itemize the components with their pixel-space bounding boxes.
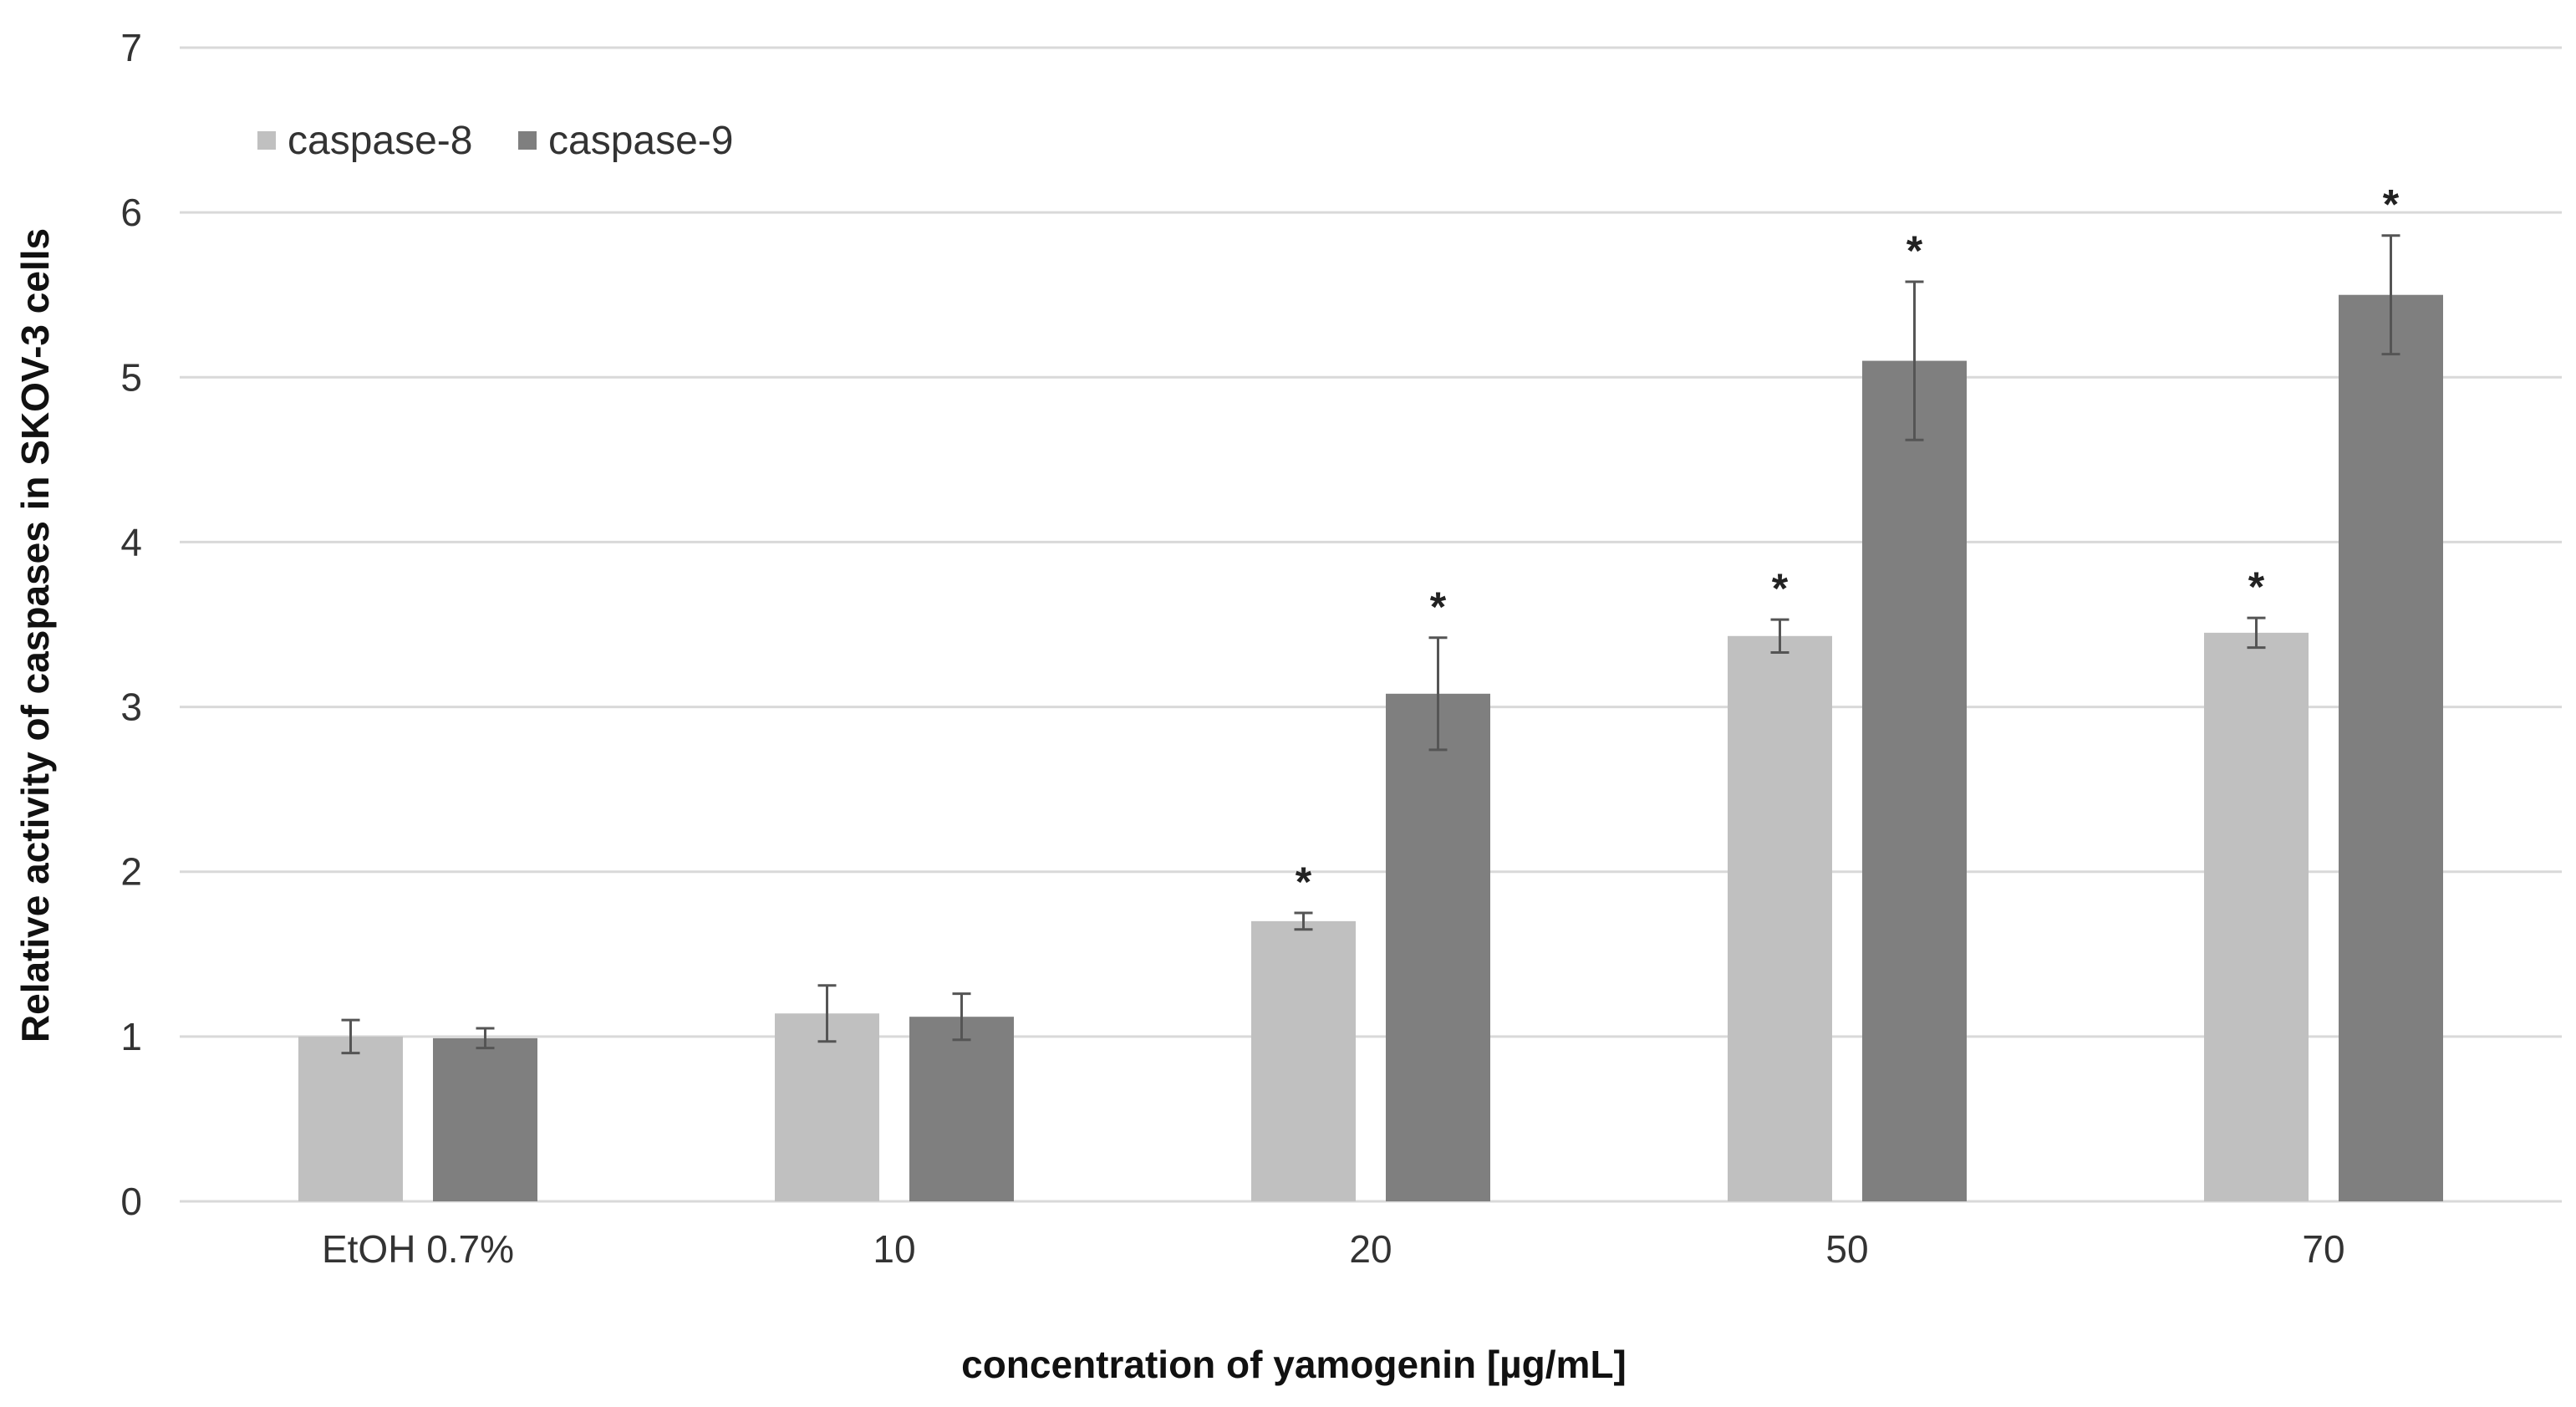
x-category-label: 20 [1349,1227,1392,1271]
legend-label-caspase-9: caspase-9 [548,119,733,163]
significance-asterisk: * [1430,584,1447,630]
bar-caspase-9 [909,1017,1014,1201]
bar-caspase-8 [2204,632,2309,1201]
significance-asterisk: * [1296,859,1312,905]
error-bars [341,234,2400,1055]
legend-swatch-caspase-9 [518,131,537,150]
bar-caspase-9 [1386,693,1490,1201]
x-category-label: EtOH 0.7% [322,1227,514,1271]
x-category-label: 10 [873,1227,915,1271]
legend-label-caspase-8: caspase-8 [288,119,472,163]
significance-asterisk: * [2383,181,2400,228]
bar-caspase-9 [1862,360,1967,1202]
legend: caspase-8 caspase-9 [257,119,733,163]
gridlines [180,46,2562,1203]
bar-caspase-8 [1251,920,1356,1201]
y-tick-label: 7 [120,26,142,69]
y-axis-title: Relative activity of caspases in SKOV-3 … [13,228,57,1043]
y-tick-label: 5 [120,355,142,399]
significance-asterisk: * [1907,227,1923,274]
y-tick-label: 1 [120,1015,142,1058]
x-category-label: 70 [2302,1227,2344,1271]
legend-swatch-caspase-8 [257,131,276,150]
bar-caspase-8 [1728,635,1832,1201]
bar-caspase-9 [2339,294,2443,1201]
x-category-label: 50 [1825,1227,1868,1271]
significance-asterisk: * [1772,565,1789,612]
y-tick-label: 0 [120,1180,142,1223]
x-axis-title: concentration of yamogenin [µg/mL] [961,1343,1627,1386]
y-tick-label: 3 [120,686,142,729]
significance-asterisk: * [2248,563,2265,610]
bar-caspase-8 [775,1013,879,1201]
bar-caspase-8 [298,1036,403,1201]
y-axis-ticks: 0 1 2 3 4 5 6 7 [120,26,142,1223]
y-tick-label: 2 [120,850,142,894]
bars [298,294,2443,1202]
significance-markers: * * * * * * [1296,181,2400,905]
bar-caspase-9 [433,1037,537,1201]
y-tick-label: 4 [120,520,142,563]
x-axis-categories: EtOH 0.7% 10 20 50 70 [322,1227,2345,1271]
y-tick-label: 6 [120,191,142,234]
